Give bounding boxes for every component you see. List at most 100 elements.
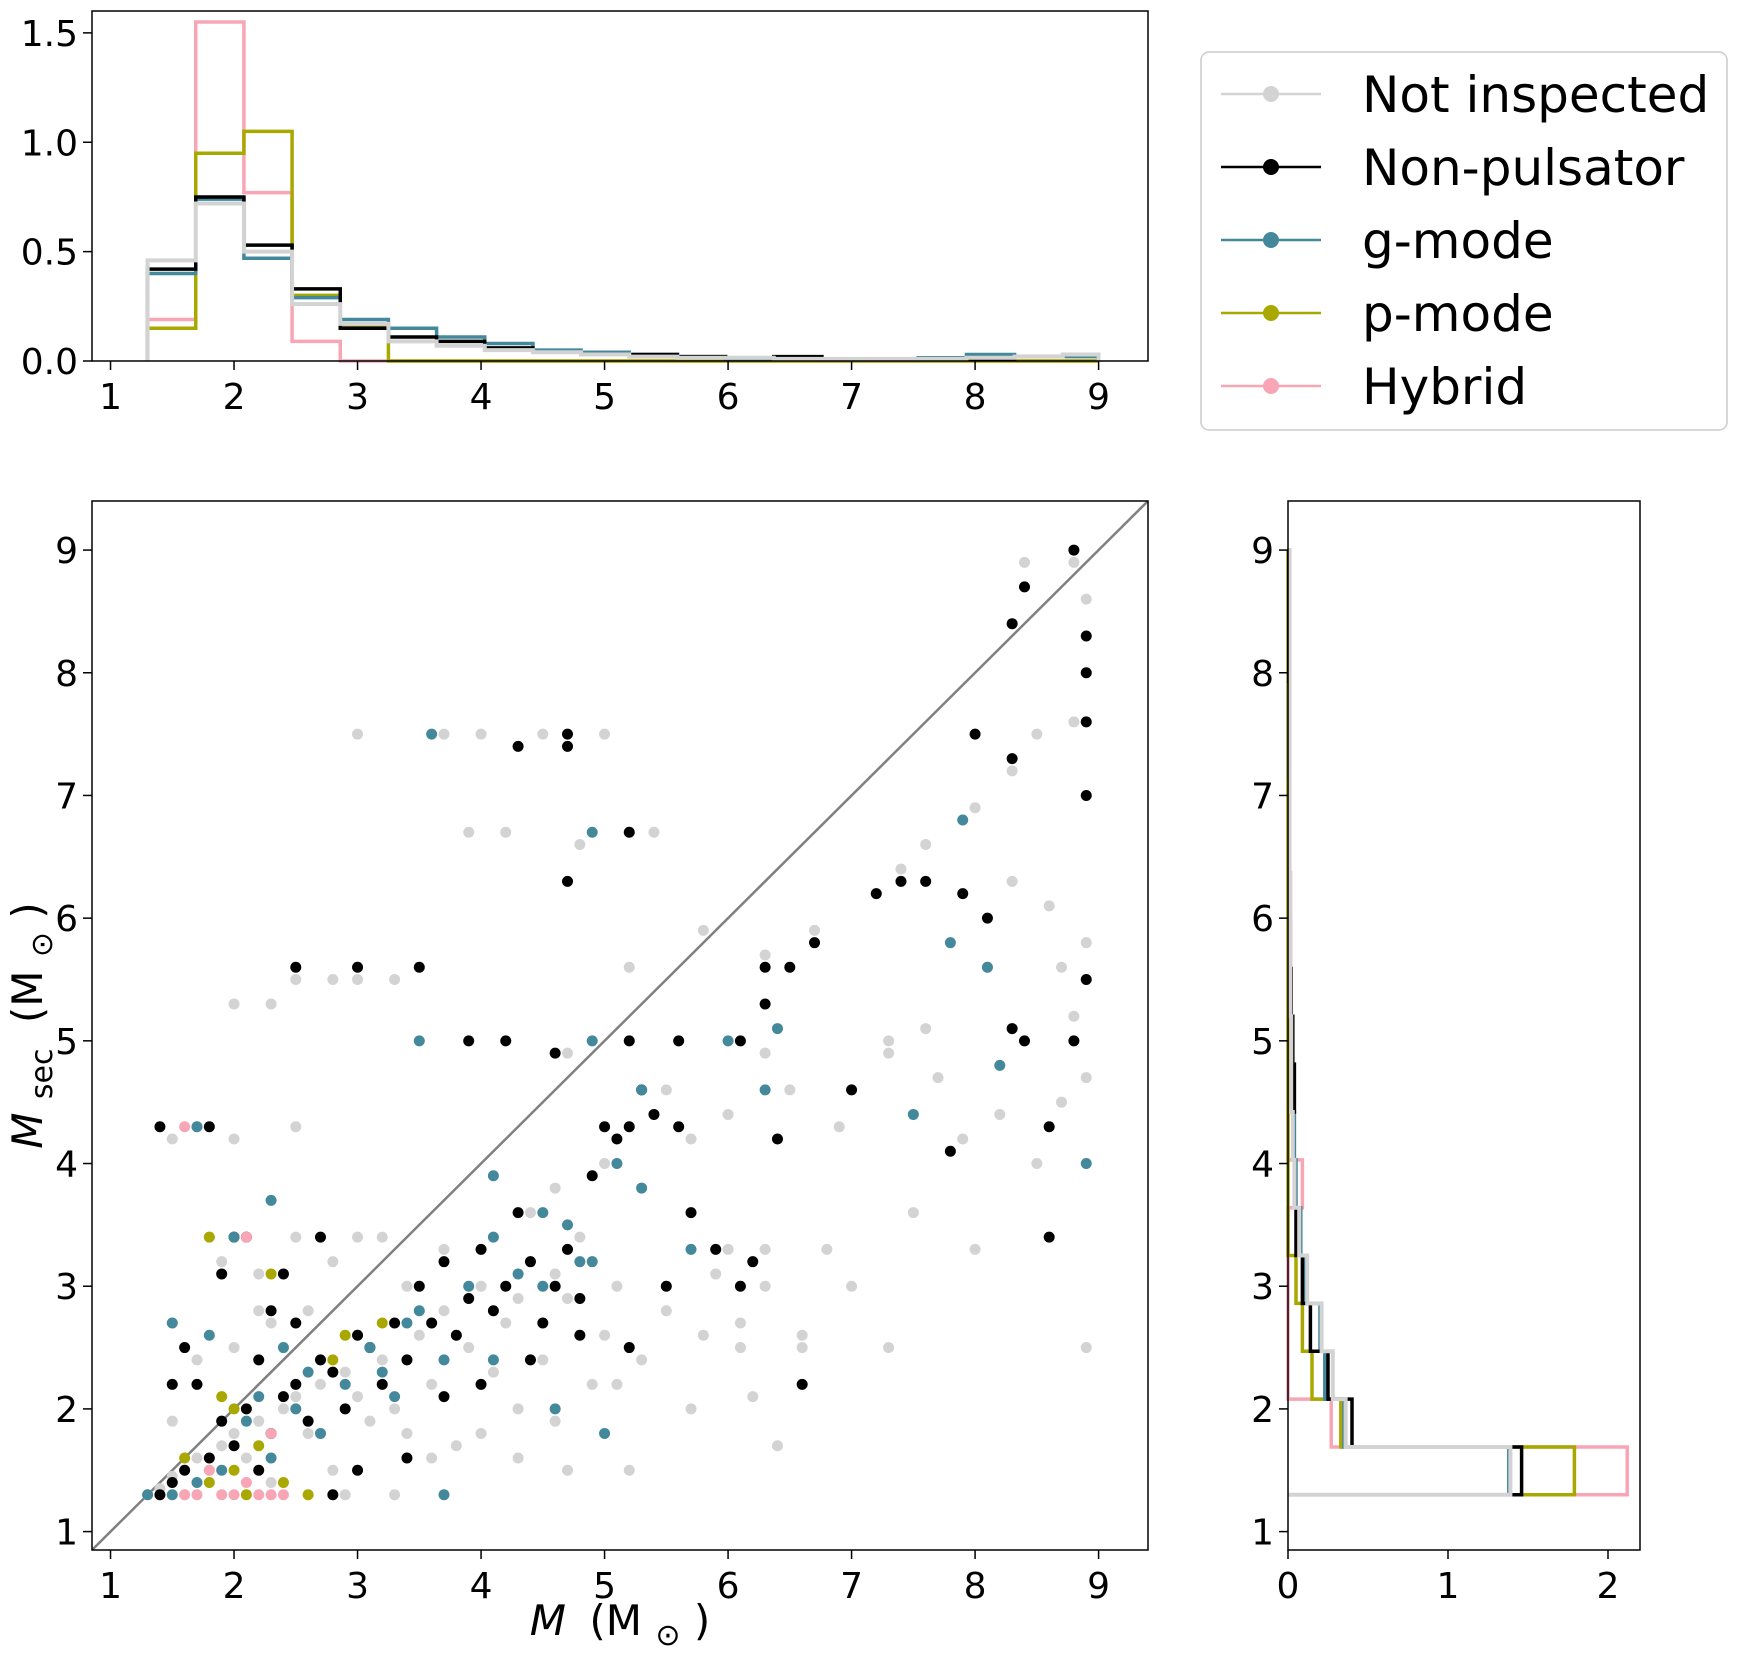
scatter-point bbox=[475, 1280, 487, 1292]
scatter-point bbox=[562, 1292, 574, 1304]
scatter-point bbox=[352, 728, 364, 740]
top-y-tick-label: 0.5 bbox=[21, 233, 78, 274]
scatter-point bbox=[759, 1084, 771, 1096]
scatter-point bbox=[500, 1317, 512, 1329]
scatter-point bbox=[685, 1243, 697, 1255]
scatter-point bbox=[586, 826, 598, 838]
scatter-point bbox=[883, 1342, 895, 1354]
scatter-point bbox=[537, 1354, 549, 1366]
scatter-point bbox=[216, 1256, 228, 1268]
scatter-point bbox=[920, 875, 932, 887]
right-hist-hybrid bbox=[1286, 550, 1629, 1497]
scatter-point bbox=[450, 1440, 462, 1452]
scatter-point bbox=[500, 1035, 512, 1047]
right-y-tick-label: 7 bbox=[1251, 776, 1274, 817]
scatter-point bbox=[636, 1084, 648, 1096]
scatter-point bbox=[475, 1427, 487, 1439]
scatter-point bbox=[240, 1452, 252, 1464]
scatter-point bbox=[784, 961, 796, 973]
scatter-point bbox=[920, 1023, 932, 1035]
scatter-point bbox=[277, 1489, 289, 1501]
legend-label: Hybrid bbox=[1362, 358, 1527, 416]
scatter-point bbox=[981, 961, 993, 973]
scatter-point bbox=[179, 1464, 191, 1476]
scatter-point bbox=[352, 961, 364, 973]
scatter-point bbox=[216, 1391, 228, 1403]
scatter-point bbox=[599, 1158, 611, 1170]
x-axis-label-unit-sub: ⊙ bbox=[655, 1618, 680, 1653]
scatter-point bbox=[277, 1342, 289, 1354]
right-x-tick-label: 1 bbox=[1437, 1566, 1460, 1607]
legend-entry-non_pulsator: Non-pulsator bbox=[1221, 139, 1685, 197]
scatter-point bbox=[1080, 1342, 1092, 1354]
scatter-point bbox=[895, 875, 907, 887]
y-axis-label-unit-open: (M bbox=[3, 971, 52, 1024]
scatter-point bbox=[327, 1489, 339, 1501]
scatter-point bbox=[154, 1121, 166, 1133]
scatter-point bbox=[611, 1280, 623, 1292]
top-x-ticks: 1 2 3 4 5 6 7 8 9 bbox=[99, 361, 1110, 418]
scatter-point bbox=[339, 1366, 351, 1378]
scatter-point bbox=[1080, 1072, 1092, 1084]
scatter-point bbox=[685, 1207, 697, 1219]
scatter-point bbox=[944, 1145, 956, 1157]
scatter-point bbox=[376, 1231, 388, 1243]
scatter-point bbox=[450, 1329, 462, 1341]
scatter-point bbox=[265, 1194, 277, 1206]
scatter-point bbox=[734, 1035, 746, 1047]
scatter-point bbox=[549, 1047, 561, 1059]
scatter-point bbox=[524, 1207, 536, 1219]
scatter-point bbox=[327, 1366, 339, 1378]
main-y-tick-label: 9 bbox=[55, 531, 78, 572]
right-y-tick-label: 6 bbox=[1251, 899, 1274, 940]
main-y-tick-label: 6 bbox=[55, 899, 78, 940]
scatter-series-p_mode bbox=[179, 1231, 388, 1501]
scatter-point bbox=[438, 1391, 450, 1403]
main-x-tick-label: 8 bbox=[964, 1566, 987, 1607]
scatter-point bbox=[574, 1231, 586, 1243]
scatter-point bbox=[747, 1391, 759, 1403]
scatter-point bbox=[179, 1452, 191, 1464]
main-scatter-panel: 1 2 3 4 5 6 7 8 9 1 2 3 4 5 6 7 8 9 M (M ⊙ ) M sec (M ⊙ … bbox=[3, 500, 1149, 1653]
scatter-point bbox=[487, 1231, 499, 1243]
scatter-point bbox=[944, 937, 956, 949]
scatter-point bbox=[648, 826, 660, 838]
scatter-point bbox=[1080, 667, 1092, 679]
scatter-point bbox=[290, 1231, 302, 1243]
scatter-point bbox=[352, 1231, 364, 1243]
scatter-point bbox=[475, 1378, 487, 1390]
scatter-point bbox=[203, 1329, 215, 1341]
scatter-point bbox=[1018, 1035, 1030, 1047]
scatter-point bbox=[747, 1256, 759, 1268]
scatter-point bbox=[401, 1452, 413, 1464]
scatter-point bbox=[660, 1305, 672, 1317]
scatter-point bbox=[883, 1047, 895, 1059]
scatter-point bbox=[240, 1415, 252, 1427]
scatter-point bbox=[191, 1489, 203, 1501]
scatter-point bbox=[562, 875, 574, 887]
y-axis-label: M sec (M ⊙ ) bbox=[3, 902, 62, 1148]
scatter-point bbox=[673, 1035, 685, 1047]
top-histogram-series bbox=[145, 20, 1101, 363]
right-y-tick-label: 2 bbox=[1251, 1390, 1274, 1431]
scatter-point bbox=[734, 1280, 746, 1292]
legend-label: g-mode bbox=[1362, 212, 1554, 270]
scatter-point bbox=[1068, 716, 1080, 728]
main-y-tick-label: 2 bbox=[55, 1390, 78, 1431]
scatter-point bbox=[376, 1354, 388, 1366]
right-x-tick-label: 2 bbox=[1597, 1566, 1620, 1607]
scatter-point bbox=[426, 1452, 438, 1464]
scatter-point bbox=[376, 1317, 388, 1329]
scatter-point bbox=[562, 1243, 574, 1255]
scatter-point bbox=[1056, 1096, 1068, 1108]
scatter-point bbox=[463, 1292, 475, 1304]
scatter-point bbox=[216, 1489, 228, 1501]
scatter-point bbox=[191, 1121, 203, 1133]
scatter-point bbox=[487, 1305, 499, 1317]
scatter-point bbox=[809, 924, 821, 936]
scatter-point bbox=[1043, 1231, 1055, 1243]
scatter-point bbox=[253, 1391, 265, 1403]
scatter-point bbox=[302, 1489, 314, 1501]
scatter-point bbox=[957, 888, 969, 900]
